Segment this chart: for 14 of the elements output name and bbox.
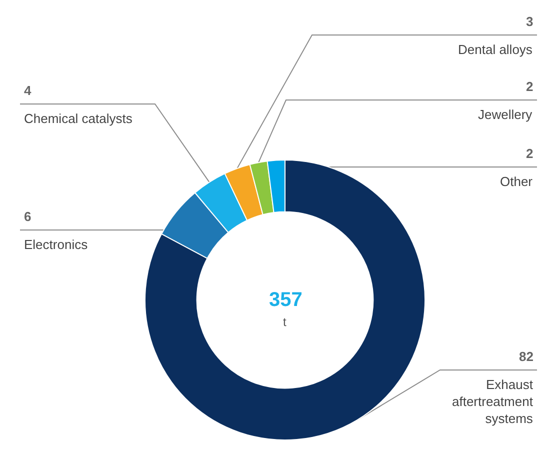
data-label: 3 bbox=[526, 14, 534, 29]
data-label: 6 bbox=[24, 209, 32, 224]
slice-label: Exhaust aftertreatment systems bbox=[452, 377, 534, 426]
slice-label: Electronics bbox=[24, 237, 88, 252]
slice-label: Dental alloys bbox=[458, 42, 533, 57]
text: t bbox=[283, 315, 287, 329]
text: 357 bbox=[269, 289, 302, 311]
data-label: 2 bbox=[526, 79, 534, 94]
data-label: 4 bbox=[24, 83, 32, 98]
data-label: 2 bbox=[526, 146, 534, 161]
slice-label: Chemical catalysts bbox=[24, 111, 133, 126]
slice-label: Jewellery bbox=[478, 107, 533, 122]
slice-label: Other bbox=[500, 174, 534, 189]
data-label: 82 bbox=[519, 349, 534, 364]
